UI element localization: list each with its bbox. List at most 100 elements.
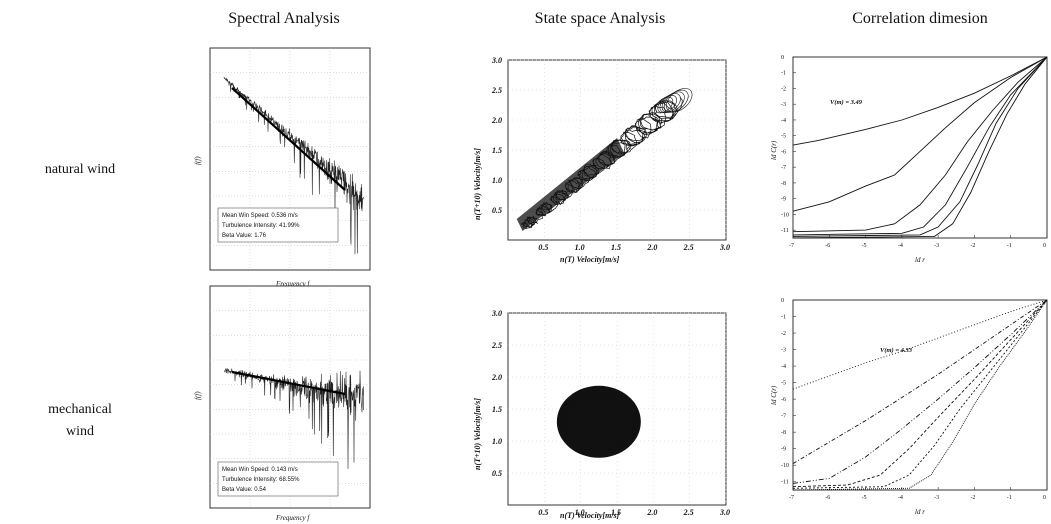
corr-y-tick-label: -6: [781, 397, 786, 403]
state-y-tick-label: 1.0: [492, 176, 502, 185]
corr-curve: [792, 56, 1048, 237]
corr-mechanical-xlabel: ld r: [915, 508, 925, 516]
corr-x-tick-label: -5: [862, 243, 867, 249]
state-natural-panel: 0.5 1.0 1.5 2.0 2.5 3.0 0.5 1.0 1.5 2.0 2.5 3.0 n(T…: [473, 56, 730, 264]
corr-mechanical-ylabel: ld C(r): [770, 385, 778, 405]
corr-y-tick-label: -5: [781, 381, 786, 387]
corr-y-tick-label: -2: [781, 86, 786, 92]
corr-x-tick-label: -3: [934, 243, 939, 249]
spectral-natural-stat-2: Turbulence Intensity: 41.99%: [222, 223, 300, 229]
state-y-tick-label: 3.0: [491, 309, 502, 318]
state-natural-trajectory: [516, 88, 693, 231]
state-y-tick-label: 0.5: [492, 469, 502, 478]
corr-y-tick-label: -11: [781, 480, 789, 486]
state-x-tick-label: 3.0: [719, 243, 730, 252]
state-y-tick-label: 2.5: [491, 86, 502, 95]
state-mechanical-panel: 0.5 1.0 1.5 2.0 2.5 3.0 0.5 1.0 1.5 2.0 2.5 3.0 n(T…: [473, 309, 730, 520]
state-x-tick-label: 3.0: [719, 508, 730, 517]
state-natural-core: [516, 138, 625, 231]
state-x-tick-label: 2.0: [646, 243, 657, 252]
corr-natural-annotation: V(m) = 3.49: [830, 99, 863, 106]
state-x-tick-label: 1.5: [611, 508, 621, 517]
spectral-natural-stat-1: Mean Win Speed: 0.536 m/s: [222, 213, 298, 219]
state-x-tick-label: 2.5: [683, 508, 694, 517]
state-y-tick-label: 3.0: [491, 56, 502, 65]
corr-y-tick-label: -4: [781, 364, 786, 370]
state-natural-loop: [655, 96, 674, 114]
state-x-tick-label: 1.0: [575, 508, 585, 517]
spectral-mechanical-stats-box: [217, 461, 339, 497]
corr-x-tick-label: -2: [970, 243, 975, 249]
corr-y-tick-label: 0: [781, 55, 784, 61]
row-label-mechanical-1: mechanical: [48, 402, 112, 417]
corr-y-tick-label: -9: [781, 197, 786, 203]
corr-curve: [792, 56, 1048, 212]
state-mechanical-trajectory: [556, 385, 641, 458]
corr-curve: [792, 56, 1048, 233]
spectral-mechanical-panel: Mean Win Speed: 0.143 m/s Turbulence Int…: [194, 285, 371, 522]
corr-mechanical-annotation: V(m) = 4.33: [880, 347, 913, 354]
corr-y-tick-label: -10: [781, 212, 789, 218]
spectral-mechanical-xlabel: Frequency f: [275, 514, 310, 522]
spectral-mechanical-spectrum: [223, 368, 364, 469]
state-x-tick-label: 1.0: [575, 243, 585, 252]
corr-mechanical-ticks: -7 -6 -5 -4 -3 -2 -1 00-1-2-3-4-5-6-7-8-9-10-11: [781, 298, 1048, 501]
state-natural-loop: [657, 95, 677, 114]
state-y-tick-label: 1.5: [492, 405, 502, 414]
corr-x-tick-label: 0: [1043, 495, 1046, 501]
corr-y-tick-label: -8: [781, 430, 786, 436]
state-y-tick-label: 2.0: [491, 373, 502, 382]
corr-x-tick-label: -4: [898, 243, 903, 249]
corr-natural-panel: -7 -6 -5 -4 -3 -2 -1 00-1-2-3-4-5-6-7-8-9-10-11…: [770, 55, 1048, 264]
state-natural-loop: [663, 89, 689, 113]
spectral-column-title: Spectral Analysis: [228, 10, 340, 27]
spectral-mechanical-stat-3: Beta Value: 0.54: [222, 487, 267, 493]
corr-mechanical-curves: [792, 299, 1048, 491]
corr-y-tick-label: -8: [781, 181, 786, 187]
corr-x-tick-label: -3: [934, 495, 939, 501]
state-y-tick-label: 1.5: [492, 146, 502, 155]
spectral-mechanical-fit-line: [231, 370, 346, 396]
corr-y-tick-label: -6: [781, 149, 786, 155]
state-y-tick-label: 2.0: [491, 116, 502, 125]
corr-y-tick-label: -11: [781, 228, 789, 234]
corr-y-tick-label: -1: [781, 71, 786, 77]
corr-curve: [792, 56, 1048, 236]
corr-natural-ticks: -7 -6 -5 -4 -3 -2 -1 00-1-2-3-4-5-6-7-8-9-10-11: [781, 55, 1048, 249]
spectral-natural-ylabel: f(f): [194, 156, 202, 165]
corr-mechanical-panel: -7 -6 -5 -4 -3 -2 -1 00-1-2-3-4-5-6-7-8-9-10-11…: [770, 298, 1048, 516]
corr-curve: [792, 299, 1048, 484]
corr-x-tick-label: -6: [825, 495, 830, 501]
corr-x-tick-label: -7: [789, 495, 794, 501]
corr-y-tick-label: -1: [781, 315, 786, 321]
corr-y-tick-label: -10: [781, 463, 789, 469]
corr-y-tick-label: 0: [781, 298, 784, 304]
state-x-tick-label: 2.5: [683, 243, 694, 252]
state-y-tick-label: 0.5: [492, 206, 502, 215]
corr-x-tick-label: 0: [1043, 243, 1046, 249]
corr-natural-xlabel: ld r: [915, 256, 925, 264]
spectral-natural-stat-3: Beta Value: 1.76: [222, 233, 267, 239]
state-y-tick-label: 1.0: [492, 437, 502, 446]
corr-x-tick-label: -2: [970, 495, 975, 501]
corr-y-tick-label: -2: [781, 331, 786, 337]
spectral-mechanical-stat-2: Turbulence Intensity: 68.55%: [222, 477, 300, 483]
spectral-natural-xlabel: Frequency f: [275, 280, 310, 288]
corr-y-tick-label: -4: [781, 118, 786, 124]
corr-curve: [792, 56, 1048, 146]
state-x-tick-label: 0.5: [538, 243, 548, 252]
corr-y-tick-label: -7: [781, 414, 786, 420]
state-x-tick-label: 0.5: [538, 508, 548, 517]
corr-y-tick-label: -3: [781, 348, 786, 354]
state-mechanical-xlabel: n(T) Velocity[m/s]: [560, 511, 620, 520]
corr-curve: [792, 299, 1048, 491]
state-natural-xlabel: n(T) Velocity[m/s]: [560, 255, 620, 264]
corr-mechanical-frame: [792, 299, 1048, 491]
state-mechanical-ticks: 0.5 1.0 1.5 2.0 2.5 3.0 0.5 1.0 1.5 2.0 2.5 3.0: [491, 309, 730, 517]
state-mechanical-ylabel: n(T+10) Velocity[m/s]: [473, 398, 482, 470]
state-natural-loop: [666, 88, 693, 113]
state-natural-loop: [661, 91, 685, 113]
spectral-mechanical-ylabel: f(f): [194, 391, 202, 400]
corr-natural-curves: [792, 56, 1048, 239]
spectral-natural-spectrum: [223, 76, 364, 255]
